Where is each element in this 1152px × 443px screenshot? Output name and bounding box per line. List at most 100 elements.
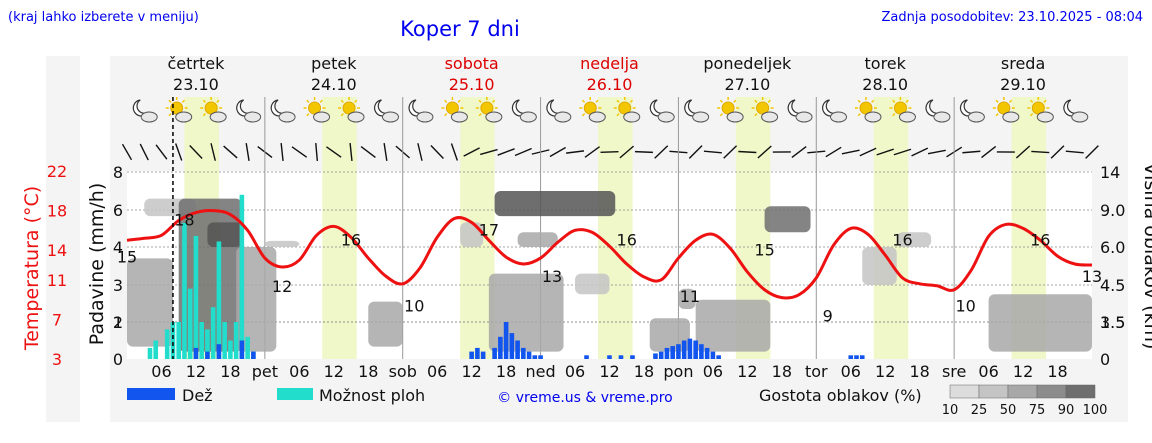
rain-bar bbox=[664, 347, 670, 359]
x-tick-label: 12 bbox=[186, 362, 206, 381]
precip-tick: 1 bbox=[113, 313, 123, 332]
x-tick-label: 12 bbox=[875, 362, 895, 381]
temperature-tick: 3 bbox=[52, 350, 62, 369]
day-name: petek bbox=[311, 54, 357, 73]
temperature-label: 16 bbox=[617, 230, 637, 249]
rain-bar bbox=[710, 351, 716, 359]
cloud-height-ticks: 14 9.0 6.0 4.5 3.51.5 0 bbox=[1100, 163, 1125, 369]
precip-axis-label: Padavine (mm/h) bbox=[86, 183, 108, 346]
showers-bar bbox=[176, 322, 181, 359]
wind-barb bbox=[430, 145, 444, 159]
x-tick-label: sre bbox=[942, 362, 966, 381]
rain-bar bbox=[681, 340, 687, 359]
cloud-icon bbox=[623, 111, 641, 123]
precip-tick: 4 bbox=[113, 238, 123, 257]
weather-icon bbox=[236, 99, 262, 123]
cloud-icon bbox=[933, 111, 951, 123]
wind-barb bbox=[450, 143, 459, 161]
precip-tick: 0 bbox=[113, 350, 123, 369]
wind-barb bbox=[911, 147, 929, 157]
sun-ray bbox=[892, 113, 896, 117]
rain-bar bbox=[670, 346, 675, 359]
location-hint[interactable]: (kraj lahko izberete v meniju) bbox=[8, 10, 199, 25]
cloud-block bbox=[236, 247, 277, 352]
wind-barb bbox=[223, 145, 238, 159]
showers-bar bbox=[245, 336, 250, 359]
day-date: 25.10 bbox=[449, 75, 495, 94]
cloud-height-tick: 9.0 bbox=[1100, 201, 1125, 220]
sun-ray bbox=[319, 99, 323, 103]
temperature-tick: 14 bbox=[47, 241, 67, 260]
weather-icon bbox=[338, 97, 365, 123]
cloud-height-axis-label: Višina oblakov (km) bbox=[1140, 163, 1152, 350]
density-level-label: 90 bbox=[1058, 403, 1075, 418]
temperature-label: 17 bbox=[479, 220, 499, 239]
left-panel bbox=[46, 56, 80, 422]
sun-ray bbox=[905, 99, 909, 103]
weather-icon bbox=[1063, 99, 1089, 123]
rain-bar bbox=[193, 347, 199, 359]
rain-bar bbox=[848, 355, 854, 359]
precip-ticks: 8 6 4 3 21 0 bbox=[113, 163, 123, 369]
wind-barb bbox=[566, 150, 585, 154]
x-axis-tick-labels: 06 12 18 pet 06 12 18 sob 06 12 18 ned 06 12 18 pon 06 12… bbox=[151, 362, 1067, 381]
wind-barb bbox=[315, 142, 319, 162]
wind-barb bbox=[280, 142, 284, 162]
wind-barb bbox=[417, 143, 423, 161]
cloud-block bbox=[264, 240, 300, 247]
cloud-block bbox=[127, 258, 173, 347]
rain-bar bbox=[216, 344, 222, 359]
wind-barb bbox=[360, 146, 376, 158]
rain-bar bbox=[492, 347, 497, 359]
wind-barb bbox=[291, 146, 308, 158]
day-name: torek bbox=[865, 54, 907, 73]
rain-bar bbox=[526, 351, 532, 359]
rain-bar bbox=[859, 355, 865, 359]
rain-bar bbox=[658, 351, 664, 359]
density-swatch bbox=[1036, 384, 1067, 399]
cloud-icon bbox=[1036, 111, 1054, 123]
credit-link[interactable]: © vreme.us & vreme.pro bbox=[497, 390, 672, 406]
x-tick-label: 06 bbox=[151, 362, 171, 381]
sun-ray bbox=[995, 113, 999, 117]
cloud-icon bbox=[209, 111, 227, 123]
day-date: 24.10 bbox=[311, 75, 357, 94]
x-tick-label: 12 bbox=[599, 362, 619, 381]
wind-barb bbox=[139, 143, 149, 161]
sun-ray bbox=[733, 99, 737, 103]
cloud-icon bbox=[761, 111, 779, 123]
day-name: nedelja bbox=[580, 54, 639, 73]
cloud-icon bbox=[381, 111, 399, 123]
rain-bar bbox=[498, 336, 503, 359]
sun-ray bbox=[444, 99, 448, 103]
wind-barbs bbox=[121, 142, 1099, 162]
weather-icon bbox=[959, 99, 985, 123]
rain-bar bbox=[205, 351, 210, 359]
sun-ray bbox=[629, 99, 634, 103]
density-level-label: 100 bbox=[1083, 403, 1108, 418]
weather-icon bbox=[889, 97, 916, 123]
sun-ray bbox=[168, 99, 172, 103]
temperature-label: 13 bbox=[1082, 267, 1102, 286]
wind-barb bbox=[962, 150, 981, 154]
precip-tick: 8 bbox=[113, 163, 123, 182]
cloud-icon bbox=[313, 111, 331, 123]
sun-ray bbox=[1029, 99, 1034, 103]
day-headers: četrtek 23.10 petek 24.10 sobota 25.10 nedelja… bbox=[167, 54, 1045, 94]
x-tick-label: 06 bbox=[841, 362, 861, 381]
rain-bar bbox=[503, 322, 509, 359]
temperature-label: 16 bbox=[341, 230, 361, 249]
cloud-icon bbox=[554, 111, 572, 123]
density-level-label: 50 bbox=[1000, 403, 1017, 418]
showers-bar bbox=[210, 307, 216, 359]
showers-bar bbox=[164, 329, 170, 359]
rain-bar bbox=[480, 351, 486, 359]
sun-ray bbox=[444, 113, 448, 117]
temperature-label: 15 bbox=[117, 247, 137, 266]
cloud-block bbox=[207, 222, 242, 247]
day-date: 28.10 bbox=[862, 75, 908, 94]
sun-ray bbox=[354, 99, 358, 103]
temperature-label: 11 bbox=[680, 287, 700, 306]
temperature-label: 13 bbox=[542, 267, 562, 286]
weather-icon bbox=[546, 99, 572, 123]
